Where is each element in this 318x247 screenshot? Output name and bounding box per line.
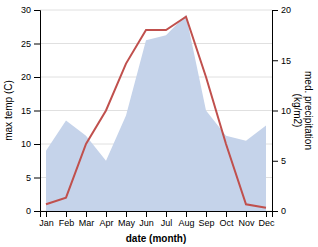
tick: Aug (178, 211, 194, 228)
tick-mark (126, 211, 127, 217)
tick: 20 (21, 72, 40, 82)
marks (46, 15, 266, 211)
tick-mark (106, 211, 107, 217)
tick: Jul (161, 211, 173, 228)
tick: 20 (272, 5, 291, 15)
tick-label: Nov (238, 218, 255, 228)
tick-label: 5 (26, 173, 31, 183)
tick-mark (272, 10, 278, 11)
area (46, 15, 266, 211)
y2-axis-title-line: (kg/m2) (292, 94, 303, 128)
tick-mark (166, 211, 167, 217)
y-axis-title: max temp (C) (3, 80, 14, 141)
tick-mark (34, 44, 40, 45)
tick-label: Aug (178, 218, 194, 228)
tick-label: Feb (59, 218, 75, 228)
tick-label: 10 (281, 106, 291, 116)
tick: 0 (272, 206, 286, 216)
y2-axis: 0 5 10 15 20 (272, 5, 291, 216)
tick-label: May (118, 218, 136, 228)
tick: Mar (79, 211, 95, 228)
tick: Sep (198, 211, 214, 228)
tick: Jan (39, 211, 54, 228)
tick-label: Mar (79, 218, 95, 228)
tick-mark (206, 211, 207, 217)
tick: 10 (272, 106, 291, 116)
line (46, 17, 266, 208)
tick-label: 10 (21, 139, 31, 149)
tick: Jun (139, 211, 154, 228)
tick-label: 15 (21, 106, 31, 116)
tick-mark (34, 211, 40, 212)
tick-mark (272, 211, 278, 212)
tick: 5 (272, 156, 286, 166)
tick-mark (86, 211, 87, 217)
x-axis-title: date (month) (126, 233, 187, 244)
tick: 15 (21, 106, 40, 116)
tick-label: 0 (281, 206, 286, 216)
x-axis: Jan Feb Mar Apr MayJun Jul Aug Sep Oct NovDec (39, 211, 275, 228)
tick-mark (146, 211, 147, 217)
tick: May (118, 211, 136, 228)
tick: 0 (26, 206, 40, 216)
tick-mark (46, 211, 47, 217)
tick: Oct (219, 211, 234, 228)
tick-label: 20 (21, 72, 31, 82)
tick-label: 30 (21, 5, 31, 15)
tick-label: Jan (39, 218, 54, 228)
tick-label: Dec (258, 218, 275, 228)
tick-mark (266, 211, 267, 217)
grid-line (40, 10, 272, 11)
grid (40, 10, 272, 211)
tick: Feb (59, 211, 75, 228)
tick: 25 (21, 39, 40, 49)
tick: 10 (21, 139, 40, 149)
tick-mark (272, 60, 278, 61)
plot: Jan Feb Mar Apr MayJun Jul Aug Sep Oct NovDec 0 5 10… (3, 5, 314, 244)
tick: 30 (21, 5, 40, 15)
tick-label: Jun (139, 218, 154, 228)
tick-label: 15 (281, 56, 291, 66)
tick-mark (272, 111, 278, 112)
tick-label: Jul (161, 218, 173, 228)
tick-label: 20 (281, 5, 291, 15)
tick-mark (34, 111, 40, 112)
tick: Dec (258, 211, 275, 228)
chart: Jan Feb Mar Apr MayJun Jul Aug Sep Oct NovDec 0 5 10… (0, 0, 318, 247)
tick-mark (272, 161, 278, 162)
tick-label: Sep (198, 218, 214, 228)
tick-mark (186, 211, 187, 217)
axis-line (273, 11, 279, 212)
tick-label: Oct (219, 218, 234, 228)
tick-mark (34, 144, 40, 145)
tick-label: 25 (21, 39, 31, 49)
tick: 15 (272, 56, 291, 66)
tick-label: Apr (99, 218, 113, 228)
tick: Nov (238, 211, 255, 228)
axis-line (41, 212, 273, 218)
tick-label: 5 (281, 156, 286, 166)
tick-label: 0 (26, 206, 31, 216)
tick-mark (34, 10, 40, 11)
y-axis: 0 5 10 15 20 25 30 (21, 5, 41, 216)
tick-mark (66, 211, 67, 217)
tick-mark (34, 77, 40, 78)
tick-mark (246, 211, 247, 217)
y2-axis-title-line: med. precipitation (303, 71, 314, 150)
tick-mark (34, 178, 40, 179)
tick: Apr (99, 211, 113, 228)
y2-axis-title: med. precipitation(kg/m2) (292, 71, 314, 150)
tick: 5 (26, 173, 40, 183)
axis-line (34, 11, 41, 212)
tick-mark (226, 211, 227, 217)
